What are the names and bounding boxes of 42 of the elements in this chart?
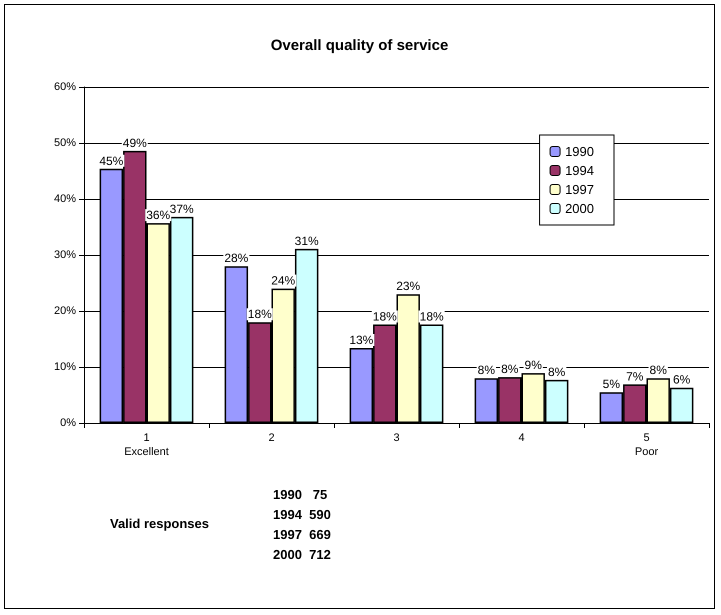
y-tick-label: 30% — [54, 249, 76, 261]
text: 2000 712 — [273, 547, 331, 562]
chart-title: Overall quality of service — [270, 37, 448, 54]
x-tick-label: 4 — [518, 432, 525, 444]
legend-label: 1994 — [565, 163, 594, 178]
y-tick-label: 0% — [60, 417, 76, 429]
data-label: 18% — [372, 309, 398, 324]
data-label: 45% — [99, 154, 124, 168]
data-label: 7% — [626, 369, 644, 384]
data-label: 24% — [271, 274, 296, 288]
data-label: 6% — [672, 372, 691, 387]
y-tick-label: 50% — [54, 137, 76, 149]
y-tick-label: 40% — [54, 193, 76, 205]
data-label: 28% — [224, 251, 249, 266]
data-label: 23% — [396, 279, 421, 294]
y-tick-label: 20% — [54, 305, 76, 317]
data-label: 8% — [548, 364, 566, 379]
data-label: 5% — [602, 377, 620, 392]
text: 1997 669 — [273, 527, 331, 542]
data-label: 18% — [248, 307, 272, 322]
data-label: 8% — [501, 362, 519, 376]
data-label: 37% — [170, 202, 194, 216]
legend-label: 1990 — [565, 144, 594, 159]
data-label: 8% — [650, 363, 668, 378]
data-label: 49% — [122, 136, 148, 150]
data-label: 9% — [524, 358, 542, 372]
text: Valid responses — [110, 516, 209, 531]
data-label: 31% — [294, 234, 319, 248]
data-label: 13% — [349, 332, 374, 347]
y-tick-label: 60% — [54, 81, 76, 93]
data-label: 8% — [478, 363, 496, 378]
text: 1990 75 — [273, 487, 328, 502]
x-tick-label: 3 — [393, 432, 400, 444]
data-label: 18% — [420, 309, 444, 324]
x-tick-label: 2 — [268, 432, 275, 444]
x-tick-label: 1 Excellent — [124, 432, 169, 458]
legend-label: 2000 — [565, 201, 594, 216]
x-tick-label: 5 Poor — [634, 432, 658, 458]
text: 1994 590 — [273, 507, 331, 522]
legend-label: 1997 — [565, 182, 594, 197]
y-tick-label: 10% — [54, 361, 76, 373]
data-label: 36% — [146, 208, 171, 222]
